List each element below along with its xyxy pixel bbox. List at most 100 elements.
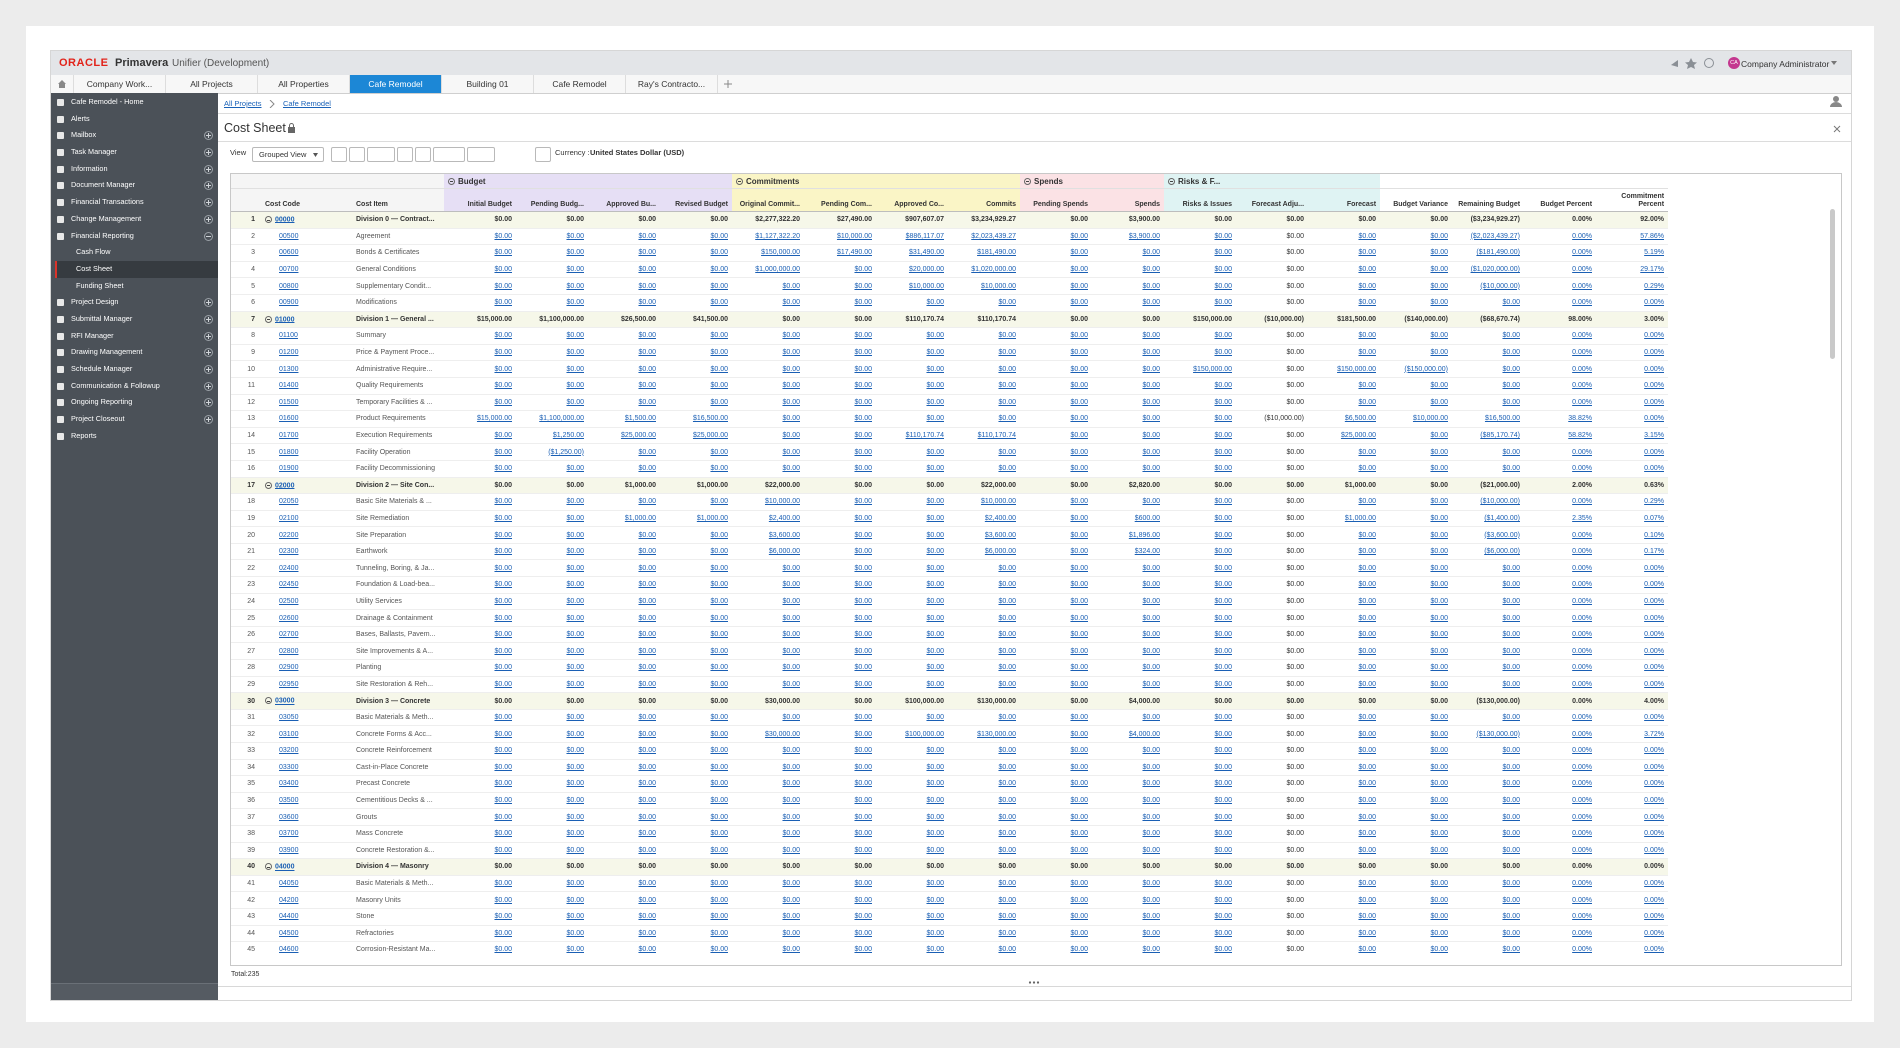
- amount-link[interactable]: $0.00: [926, 514, 944, 522]
- amount-link[interactable]: $0.00: [854, 946, 872, 954]
- amount-link[interactable]: 0.00%: [1644, 813, 1664, 821]
- cost-code-link[interactable]: 01600: [279, 415, 299, 423]
- amount-link[interactable]: $0.00: [566, 398, 584, 406]
- amount-link[interactable]: $0.00: [1070, 548, 1088, 556]
- amount-link[interactable]: $0.00: [782, 680, 800, 688]
- tab[interactable]: Company Work...: [74, 75, 166, 93]
- home-tab[interactable]: [51, 75, 74, 93]
- amount-link[interactable]: $0.00: [638, 249, 656, 257]
- amount-link[interactable]: $0.00: [926, 548, 944, 556]
- column-header[interactable]: Budget Variance: [1380, 188, 1453, 212]
- cost-code-link[interactable]: 03050: [279, 714, 299, 722]
- amount-link[interactable]: $1,127,322.20: [755, 232, 800, 240]
- column-header[interactable]: Pending Budg...: [516, 188, 588, 212]
- amount-link[interactable]: $0.00: [1214, 382, 1232, 390]
- amount-link[interactable]: $0.00: [566, 797, 584, 805]
- amount-link[interactable]: $0.00: [1214, 714, 1232, 722]
- amount-link[interactable]: $0.00: [998, 680, 1016, 688]
- amount-link[interactable]: 0.17%: [1644, 548, 1664, 556]
- amount-link[interactable]: $0.00: [854, 548, 872, 556]
- amount-link[interactable]: $0.00: [638, 597, 656, 605]
- amount-link[interactable]: $0.00: [638, 896, 656, 904]
- amount-link[interactable]: $20,000.00: [908, 266, 944, 274]
- amount-link[interactable]: $10,000.00: [980, 498, 1016, 506]
- scrollbar[interactable]: [1830, 209, 1835, 359]
- amount-link[interactable]: $0.00: [1142, 714, 1160, 722]
- amount-link[interactable]: $0.00: [1502, 398, 1520, 406]
- amount-link[interactable]: $0.00: [1142, 597, 1160, 605]
- amount-link[interactable]: $0.00: [1070, 631, 1088, 639]
- amount-link[interactable]: $3,600.00: [768, 531, 800, 539]
- amount-link[interactable]: $0.00: [1358, 631, 1376, 639]
- amount-link[interactable]: $0.00: [710, 664, 728, 672]
- amount-link[interactable]: $0.00: [854, 763, 872, 771]
- group-toggle[interactable]: [1168, 177, 1176, 185]
- amount-link[interactable]: $0.00: [1070, 846, 1088, 854]
- amount-link[interactable]: $1,500.00: [624, 415, 656, 423]
- amount-link[interactable]: $0.00: [566, 581, 584, 589]
- amount-link[interactable]: $0.00: [1142, 780, 1160, 788]
- amount-link[interactable]: $0.00: [1430, 514, 1448, 522]
- cost-code-link[interactable]: 01100: [279, 332, 298, 340]
- amount-link[interactable]: $0.00: [998, 880, 1016, 888]
- amount-link[interactable]: $0.00: [1142, 465, 1160, 473]
- amount-link[interactable]: $0.00: [926, 929, 944, 937]
- group-header[interactable]: Commitments: [732, 174, 1021, 189]
- amount-link[interactable]: ($1,250.00): [548, 448, 584, 456]
- amount-link[interactable]: $0.00: [1070, 332, 1088, 340]
- amount-link[interactable]: $0.00: [1214, 514, 1232, 522]
- amount-link[interactable]: $0.00: [1430, 614, 1448, 622]
- amount-link[interactable]: $0.00: [566, 332, 584, 340]
- amount-link[interactable]: 0.00%: [1572, 896, 1592, 904]
- amount-link[interactable]: $0.00: [710, 714, 728, 722]
- amount-link[interactable]: $0.00: [1070, 664, 1088, 672]
- column-header[interactable]: Forecast: [1308, 188, 1381, 212]
- amount-link[interactable]: $0.00: [1142, 581, 1160, 589]
- amount-link[interactable]: $0.00: [1142, 631, 1160, 639]
- amount-link[interactable]: $0.00: [1430, 946, 1448, 954]
- nav-subitem[interactable]: Cash Flow: [76, 247, 111, 257]
- amount-link[interactable]: $0.00: [1502, 465, 1520, 473]
- amount-link[interactable]: 0.00%: [1644, 415, 1664, 423]
- amount-link[interactable]: $0.00: [926, 597, 944, 605]
- amount-link[interactable]: $0.00: [782, 581, 800, 589]
- amount-link[interactable]: $0.00: [1214, 398, 1232, 406]
- amount-link[interactable]: $0.00: [566, 498, 584, 506]
- amount-link[interactable]: $0.00: [998, 365, 1016, 373]
- amount-link[interactable]: $0.00: [1430, 896, 1448, 904]
- amount-link[interactable]: $0.00: [638, 232, 656, 240]
- amount-link[interactable]: $0.00: [638, 946, 656, 954]
- cost-code-link[interactable]: 02300: [279, 548, 299, 556]
- amount-link[interactable]: $886,117.07: [905, 232, 944, 240]
- amount-link[interactable]: $0.00: [1358, 498, 1376, 506]
- group-header[interactable]: Budget: [444, 174, 732, 189]
- amount-link[interactable]: $0.00: [710, 614, 728, 622]
- amount-link[interactable]: $0.00: [1070, 714, 1088, 722]
- row-toggle[interactable]: [265, 216, 272, 224]
- amount-link[interactable]: $0.00: [494, 813, 512, 821]
- amount-link[interactable]: $0.00: [710, 846, 728, 854]
- amount-link[interactable]: $0.00: [1070, 432, 1088, 440]
- amount-link[interactable]: $0.00: [1358, 548, 1376, 556]
- amount-link[interactable]: $0.00: [998, 597, 1016, 605]
- amount-link[interactable]: $0.00: [710, 830, 728, 838]
- amount-link[interactable]: $0.00: [1358, 896, 1376, 904]
- amount-link[interactable]: 0.00%: [1572, 846, 1592, 854]
- amount-link[interactable]: $0.00: [1430, 830, 1448, 838]
- amount-link[interactable]: $150,000.00: [1337, 365, 1376, 373]
- column-header[interactable]: Forecast Adju...: [1236, 188, 1309, 212]
- amount-link[interactable]: $0.00: [782, 332, 800, 340]
- amount-link[interactable]: $0.00: [1502, 813, 1520, 821]
- amount-link[interactable]: $0.00: [566, 680, 584, 688]
- amount-link[interactable]: $0.00: [710, 929, 728, 937]
- amount-link[interactable]: $0.00: [638, 664, 656, 672]
- nav-item[interactable]: Alerts: [51, 111, 218, 128]
- amount-link[interactable]: $0.00: [854, 846, 872, 854]
- amount-link[interactable]: $0.00: [494, 880, 512, 888]
- amount-link[interactable]: $0.00: [566, 365, 584, 373]
- amount-link[interactable]: $0.00: [782, 846, 800, 854]
- amount-link[interactable]: $0.00: [710, 896, 728, 904]
- amount-link[interactable]: $0.00: [782, 614, 800, 622]
- column-header[interactable]: Cost Code: [261, 188, 352, 212]
- tab[interactable]: Cafe Remodel: [350, 75, 442, 93]
